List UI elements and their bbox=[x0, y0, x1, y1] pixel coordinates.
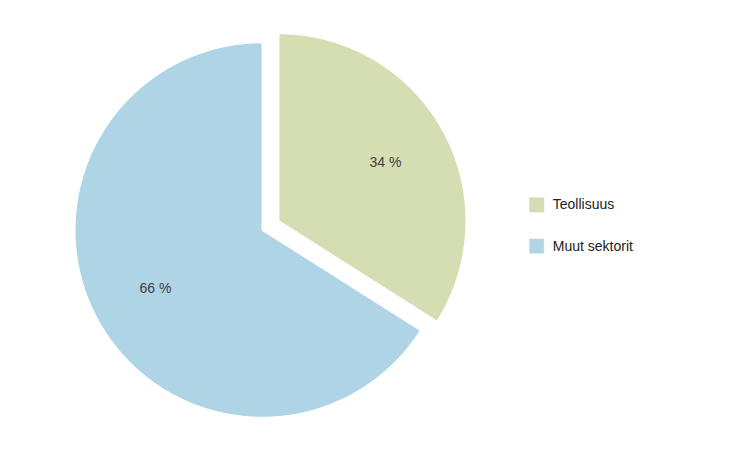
svg-text:Muut sektorit: Muut sektorit bbox=[553, 238, 633, 254]
svg-text:34 %: 34 % bbox=[370, 154, 402, 170]
svg-text:66 %: 66 % bbox=[140, 280, 172, 296]
svg-text:Teollisuus: Teollisuus bbox=[553, 196, 614, 212]
